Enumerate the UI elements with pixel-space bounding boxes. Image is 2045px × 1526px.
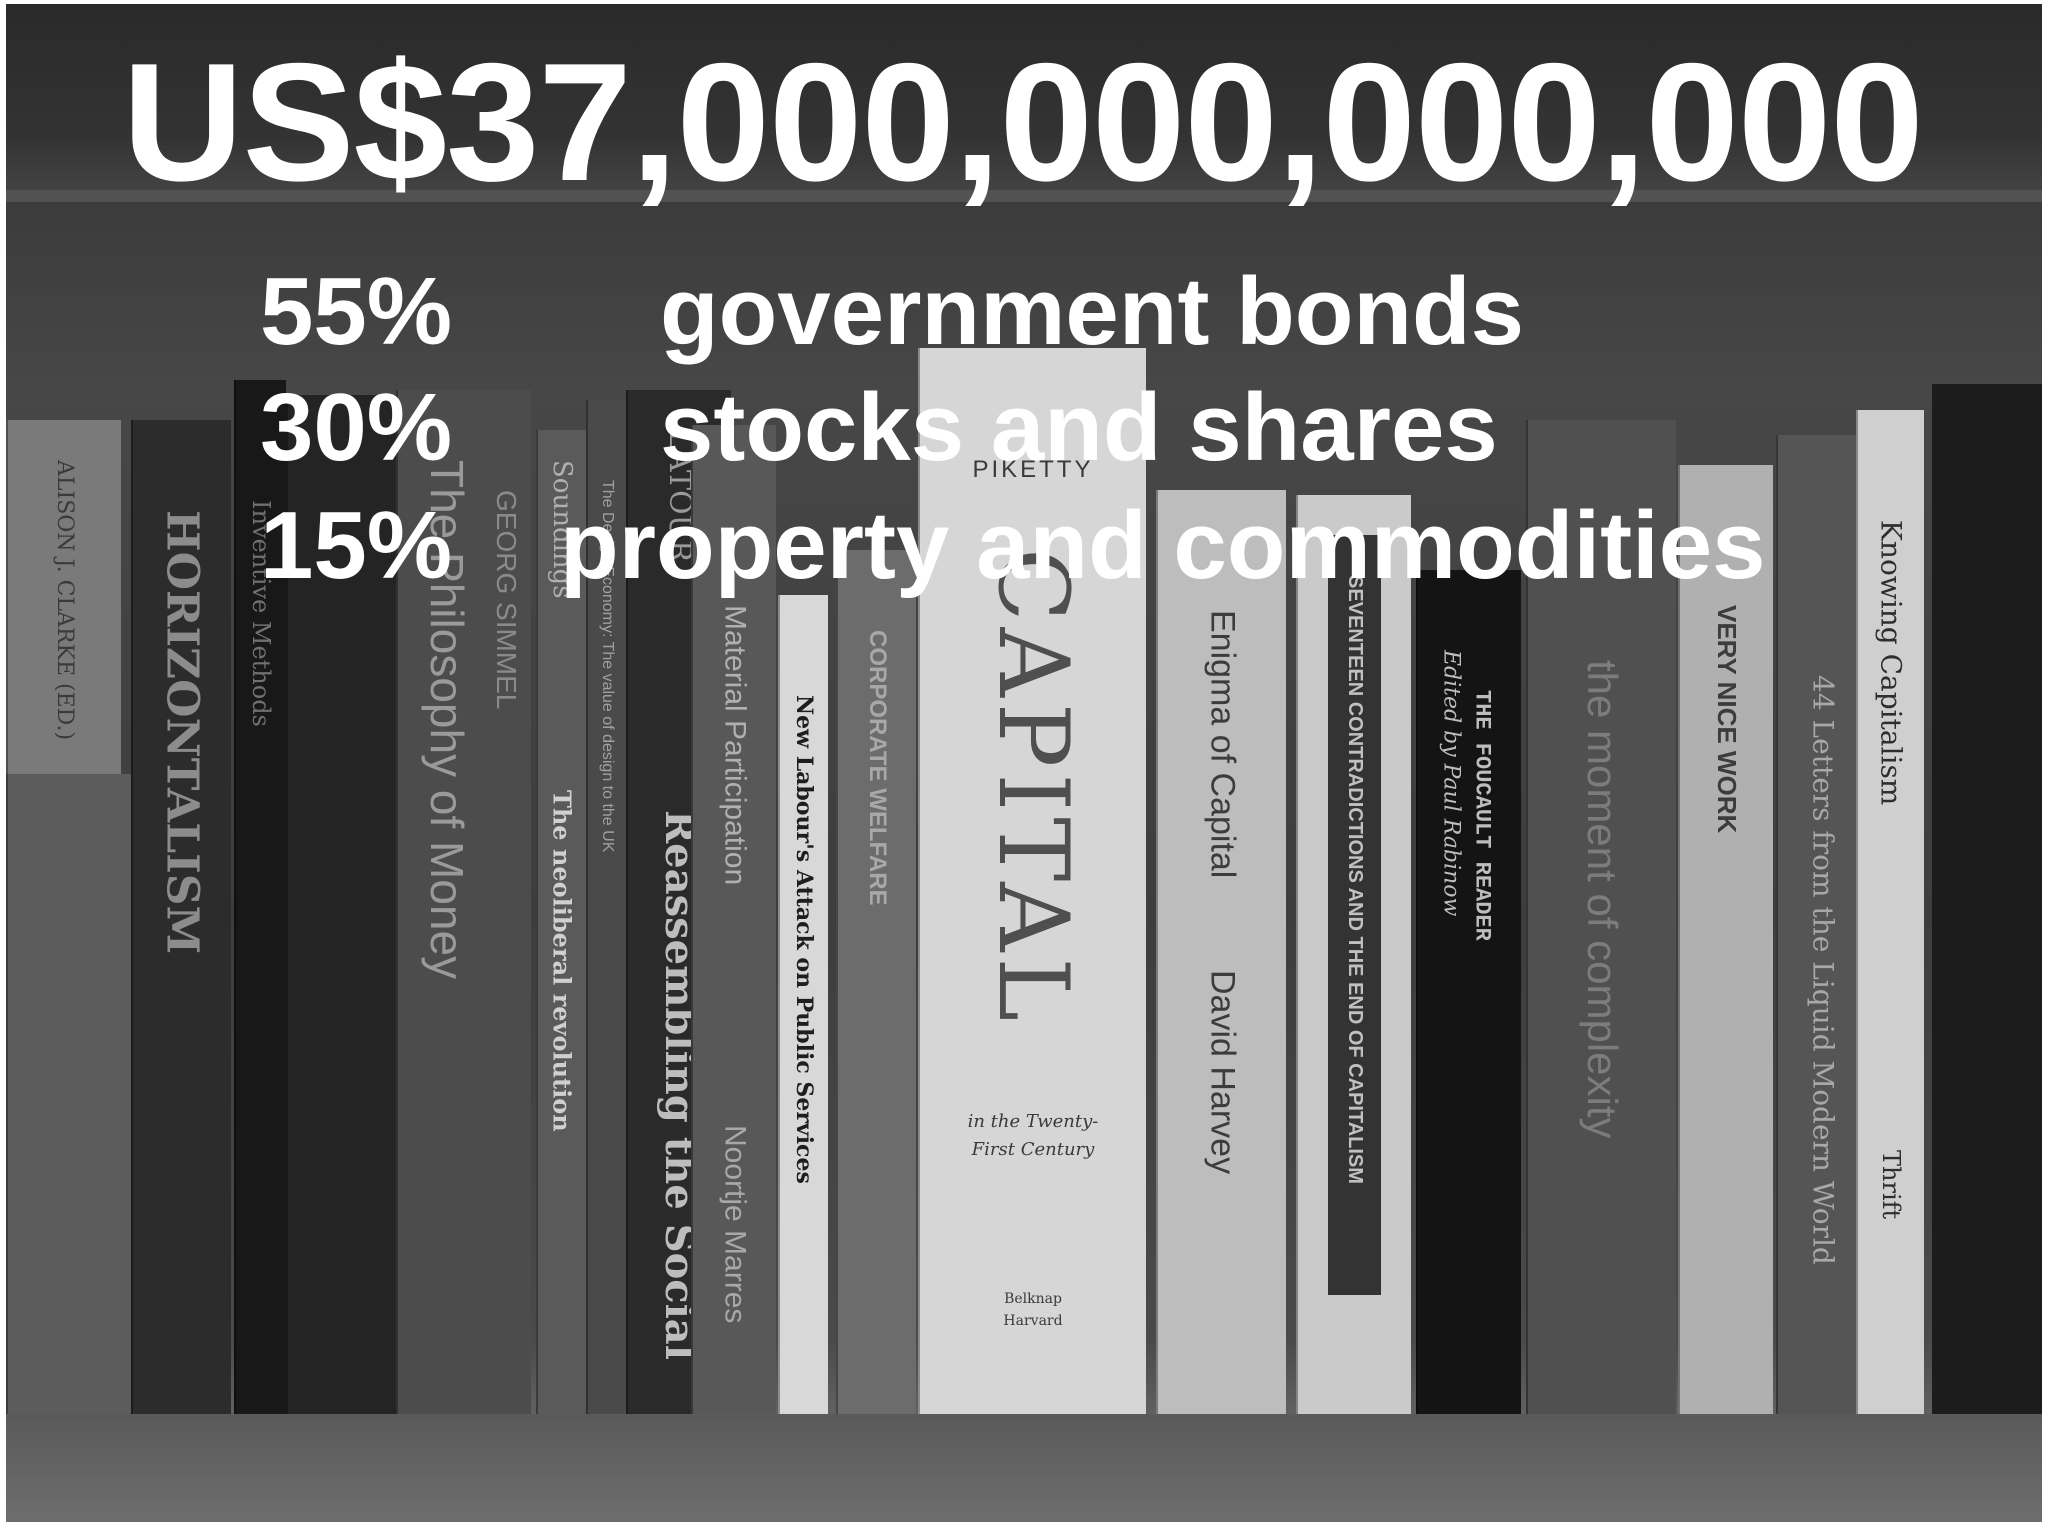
book-editor: Edited by Paul Rabinow	[1438, 650, 1464, 917]
book-subtitle: in the Twenty-First Century	[967, 1111, 1099, 1160]
book-spine: Inventive Methods	[234, 380, 286, 1430]
allocation-label: property and commodities	[560, 492, 1766, 599]
allocation-percent: 30%	[260, 374, 453, 481]
book-spine: VERY NICE WORK	[1678, 465, 1773, 1430]
allocation-label: government bonds	[660, 258, 1525, 365]
book-spine: SEVENTEEN CONTRADICTIONS AND THE END OF …	[1296, 495, 1411, 1430]
shelf-top	[6, 4, 2042, 194]
book-title: Inventive Methods	[247, 500, 275, 727]
slide-background: ALISON J. CLARKE (ED.) HORIZONTALISM Inv…	[6, 4, 2042, 1522]
book-author: PIKETTY	[972, 456, 1094, 483]
book-title: the moment of complexity	[1579, 660, 1626, 1139]
book-title: HORIZONTALISM	[156, 510, 208, 955]
book-publisher: Belknap Harvard	[1003, 1291, 1063, 1329]
book-author: Noortje Marres	[718, 1125, 752, 1324]
shelf-side-wall	[1932, 384, 2042, 1424]
allocation-percent: 15%	[260, 492, 453, 599]
book-author: David Harvey	[1203, 970, 1242, 1175]
book-title: CORPORATE WELFARE	[864, 630, 891, 906]
book-title: CAPITAL	[977, 548, 1089, 1028]
book-spine: the moment of complexity	[1526, 420, 1676, 1430]
book-title: Knowing Capitalism	[1874, 520, 1908, 806]
book-title: Material Participation	[718, 605, 752, 886]
book-title: The Philosophy of Money	[421, 460, 474, 980]
book-title: 44 Letters from the Liquid Modern World	[1806, 675, 1840, 1265]
book-title: The neoliberal revolution	[547, 790, 577, 1132]
book-title: The Design Economy: The value of design …	[599, 480, 616, 853]
book-spine: New Labour's Attack on Public Services	[778, 595, 828, 1430]
allocation-percent: 55%	[260, 258, 453, 365]
allocation-label: stocks and shares	[660, 374, 1498, 481]
book-author: GEORG SIMMEL	[491, 490, 522, 710]
book-spine: 44 Letters from the Liquid Modern World	[1776, 435, 1868, 1430]
book-spine: Knowing Capitalism Thrift	[1856, 410, 1924, 1430]
book-author: Thrift	[1877, 1150, 1905, 1220]
book-spine-capital: PIKETTY CAPITAL in the Twenty-First Cent…	[918, 348, 1146, 1430]
book-title: THE FOUCAULT READER	[1469, 690, 1495, 941]
book-spine: CORPORATE WELFARE	[836, 550, 916, 1430]
book-spine: The Design Economy: The value of design …	[586, 400, 626, 1430]
book-spine: HORIZONTALISM	[131, 420, 231, 1430]
book-spine	[286, 395, 396, 1430]
book-title: Enigma of Capital	[1203, 610, 1242, 879]
book-spine: THE FOUCAULT READER Edited by Paul Rabin…	[1416, 570, 1521, 1430]
book-stack	[6, 774, 136, 1434]
book-spine: Material Participation Noortje Marres	[691, 425, 776, 1430]
shelf-bottom	[6, 1414, 2042, 1522]
headline-amount: US$37,000,000,000,000	[122, 28, 1924, 216]
book-spine: Soundings The neoliberal revolution	[536, 430, 586, 1430]
shelf-edge	[6, 190, 2042, 202]
book-title: SEVENTEEN CONTRADICTIONS AND THE END OF …	[1344, 575, 1366, 1184]
book-title: VERY NICE WORK	[1712, 605, 1742, 834]
book-spine: Enigma of Capital David Harvey	[1156, 490, 1286, 1430]
book-title: ALISON J. CLARKE (ED.)	[52, 460, 77, 741]
book-title: Soundings	[547, 460, 577, 599]
book-title: New Labour's Attack on Public Services	[791, 695, 817, 1184]
book-spine-overlay: GEORG SIMMEL	[481, 390, 531, 1430]
